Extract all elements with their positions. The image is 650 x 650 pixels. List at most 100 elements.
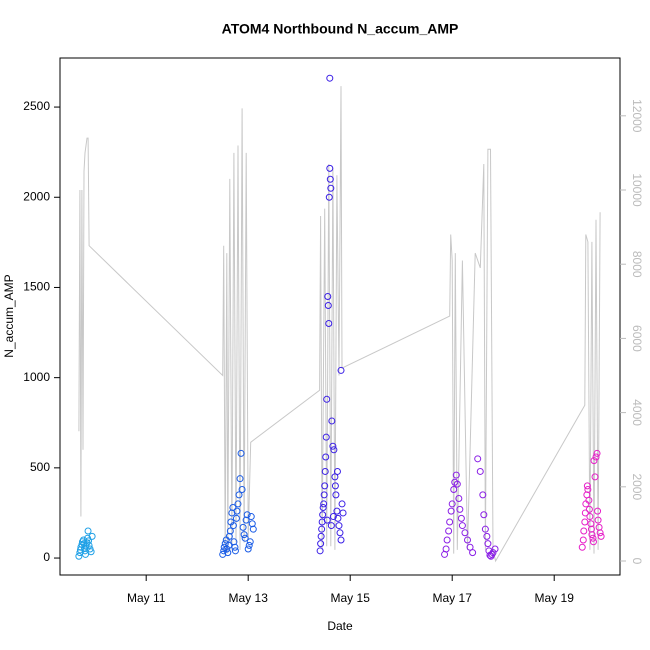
point <box>583 482 591 490</box>
point <box>318 525 326 533</box>
point <box>244 545 252 553</box>
point <box>448 500 456 508</box>
point <box>84 527 92 535</box>
point <box>236 475 244 483</box>
point <box>241 534 249 542</box>
point <box>324 292 332 300</box>
point <box>245 541 253 549</box>
point <box>480 511 488 519</box>
point <box>469 549 477 557</box>
point <box>231 547 239 555</box>
point <box>586 513 594 521</box>
point <box>322 433 330 441</box>
point <box>584 485 592 493</box>
point <box>484 540 492 548</box>
point <box>327 184 335 192</box>
y-tick-label: 2000 <box>23 189 50 203</box>
point <box>239 523 247 531</box>
point <box>474 455 482 463</box>
point <box>237 449 245 457</box>
point <box>326 175 334 183</box>
point <box>580 527 588 535</box>
point <box>247 513 255 521</box>
y2-tick-label: 6000 <box>630 325 644 352</box>
point <box>249 525 257 533</box>
point <box>317 532 325 540</box>
point <box>229 504 237 512</box>
x-axis-label: Date <box>327 619 353 633</box>
point <box>445 527 453 535</box>
point <box>223 545 231 553</box>
y-tick-label: 1000 <box>23 370 50 384</box>
point <box>587 520 595 528</box>
point <box>319 511 327 519</box>
point <box>338 500 346 508</box>
y-tick-label: 500 <box>30 460 50 474</box>
y-tick-label: 0 <box>43 550 50 564</box>
y2-tick-label: 0 <box>630 558 644 565</box>
point <box>594 507 602 515</box>
point <box>592 453 600 461</box>
point <box>458 522 466 530</box>
x-tick-label: May 11 <box>127 591 166 605</box>
point <box>443 536 451 544</box>
point <box>587 525 595 533</box>
point <box>225 541 233 549</box>
point <box>323 516 331 524</box>
point <box>333 507 341 515</box>
point <box>231 543 239 551</box>
point <box>329 442 337 450</box>
point <box>332 491 340 499</box>
point <box>337 536 345 544</box>
point <box>243 511 251 519</box>
point <box>597 532 605 540</box>
point <box>585 496 593 504</box>
x-tick-label: May 19 <box>535 591 575 605</box>
point <box>481 525 489 533</box>
point <box>455 495 463 503</box>
plot-frame <box>59 57 621 576</box>
point <box>461 529 469 537</box>
point <box>594 516 602 524</box>
point <box>452 471 460 479</box>
point <box>446 518 454 526</box>
point <box>596 529 604 537</box>
point <box>335 522 343 530</box>
point <box>491 545 499 553</box>
point <box>88 532 96 540</box>
point <box>327 522 335 530</box>
point <box>226 527 234 535</box>
point <box>591 473 599 481</box>
point <box>453 480 461 488</box>
point <box>336 529 344 537</box>
point <box>330 446 338 454</box>
y-tick-label: 2500 <box>23 99 50 113</box>
x-tick-label: May 15 <box>331 591 371 605</box>
x-tick-label: May 13 <box>229 591 269 605</box>
point <box>450 485 458 493</box>
chart-title: ATOM4 Northbound N_accum_AMP <box>222 21 459 37</box>
point <box>232 514 240 522</box>
point <box>489 549 497 557</box>
point <box>476 467 484 475</box>
point <box>581 509 589 517</box>
point <box>447 507 455 515</box>
y-axis-label: N_accum_AMP <box>2 274 16 357</box>
x-tick-label: May 17 <box>433 591 473 605</box>
point <box>323 395 331 403</box>
point <box>578 543 586 551</box>
point <box>589 534 597 542</box>
point <box>328 417 336 425</box>
point <box>442 545 450 553</box>
point <box>319 504 327 512</box>
point <box>589 538 597 546</box>
point <box>235 491 243 499</box>
point <box>87 548 95 556</box>
point <box>337 366 345 374</box>
point <box>322 453 330 461</box>
point <box>466 543 474 551</box>
point <box>581 518 589 526</box>
point <box>333 467 341 475</box>
y2-tick-label: 10000 <box>630 173 644 207</box>
point <box>320 491 328 499</box>
